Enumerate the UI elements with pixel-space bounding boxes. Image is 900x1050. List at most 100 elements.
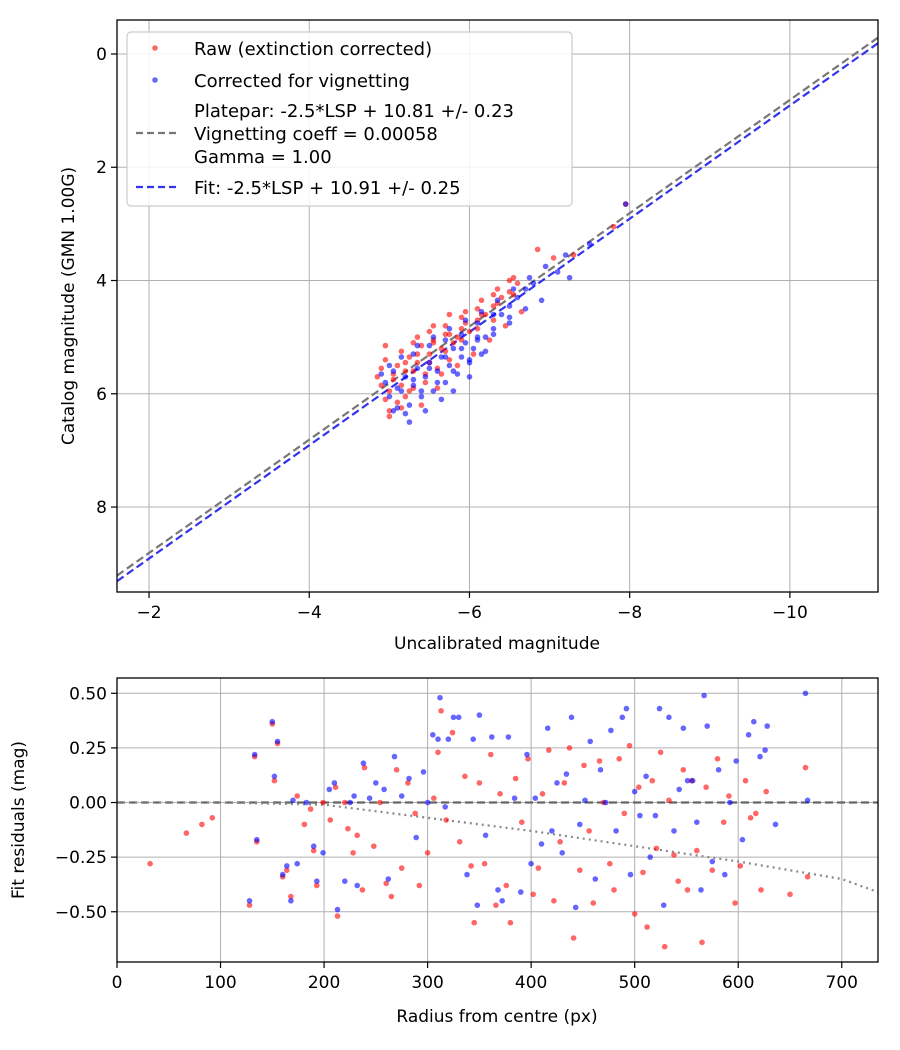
- top-point-raw: [442, 323, 449, 329]
- bottom-point-corrected: [613, 828, 619, 834]
- top-point-corrected: [490, 331, 497, 338]
- top-point-raw: [454, 362, 461, 369]
- top-point-corrected: [522, 306, 529, 312]
- bottom-point-corrected: [347, 799, 353, 806]
- top-point-corrected: [430, 334, 437, 340]
- bottom-point-corrected: [666, 714, 672, 721]
- bottom-point-corrected: [572, 904, 579, 911]
- bottom-point-raw: [307, 806, 314, 812]
- bottom-point-corrected: [704, 723, 710, 729]
- bottom-point-raw: [424, 850, 431, 856]
- top-point-raw: [398, 405, 405, 411]
- legend-platepar-label: Platepar: -2.5*LSP + 10.81 +/- 0.23: [194, 101, 514, 122]
- top-point-raw: [550, 255, 557, 261]
- top-point-corrected: [462, 340, 469, 346]
- bottom-point-raw: [468, 863, 474, 869]
- bottom-point-corrected: [582, 797, 588, 804]
- bottom-point-corrected: [745, 732, 752, 738]
- bottom-y-tick-label: −0.50: [55, 903, 107, 923]
- top-point-corrected: [482, 348, 489, 355]
- legend-corrected-label: Corrected for vignetting: [194, 71, 410, 92]
- top-point-corrected: [450, 345, 457, 352]
- top-point-raw: [430, 340, 437, 346]
- bottom-point-corrected: [722, 871, 728, 878]
- bottom-point-corrected: [499, 898, 506, 904]
- top-y-tick-label: 0: [96, 45, 107, 65]
- top-point-corrected: [422, 374, 429, 380]
- bottom-x-tick-label: 700: [826, 973, 858, 993]
- bottom-point-corrected: [284, 863, 290, 869]
- bottom-point-raw: [416, 882, 423, 889]
- bottom-point-raw: [199, 821, 205, 828]
- bottom-x-tick-label: 600: [722, 973, 754, 993]
- top-point-raw: [490, 317, 497, 324]
- top-point-corrected: [458, 354, 465, 360]
- bottom-point-raw: [345, 825, 351, 832]
- top-y-axis-label: Catalog magnitude (GMN 1.00G): [59, 167, 79, 445]
- bottom-point-raw: [354, 832, 361, 839]
- bottom-point-raw: [539, 791, 546, 797]
- bottom-point-raw: [566, 745, 573, 751]
- bottom-point-corrected: [310, 843, 317, 849]
- top-point-raw: [450, 340, 457, 346]
- bottom-point-corrected: [303, 799, 310, 806]
- bottom-point-corrected: [489, 734, 495, 740]
- bottom-point-corrected: [528, 860, 534, 867]
- bottom-point-corrected: [698, 887, 704, 893]
- bottom-point-raw: [209, 815, 216, 821]
- bottom-point-corrected: [326, 786, 333, 793]
- top-point-raw: [434, 385, 441, 391]
- bottom-point-raw: [314, 882, 320, 889]
- top-x-tick-label: −6: [457, 603, 482, 623]
- bottom-point-corrected: [694, 819, 700, 825]
- top-point-raw: [414, 334, 421, 340]
- top-point-corrected: [554, 269, 561, 275]
- bottom-point-corrected: [342, 878, 348, 884]
- top-point-raw: [426, 351, 433, 357]
- bottom-point-corrected: [290, 797, 296, 804]
- bottom-point-raw: [621, 810, 628, 817]
- bottom-point-raw: [525, 756, 531, 762]
- bottom-point-corrected: [288, 898, 294, 904]
- bottom-point-corrected: [246, 898, 253, 904]
- bottom-point-corrected: [568, 714, 575, 721]
- bottom-tick-marks: 0 100 200 300 400 500 600 700 −0.50 −0.25 0.00 0.25…: [55, 684, 858, 993]
- bottom-point-raw: [393, 767, 400, 773]
- bottom-point-raw: [332, 784, 339, 790]
- bottom-point-corrected: [592, 876, 599, 882]
- bottom-point-corrected: [435, 736, 441, 742]
- top-point-corrected: [398, 354, 405, 360]
- bottom-point-raw: [371, 843, 377, 849]
- bottom-point-raw: [666, 797, 672, 804]
- bottom-point-raw: [497, 791, 503, 797]
- top-point-raw: [410, 340, 417, 346]
- top-point-raw: [406, 388, 413, 394]
- top-point-raw: [414, 351, 421, 357]
- bottom-point-raw: [359, 887, 366, 893]
- top-scatter-points: [374, 201, 629, 425]
- bottom-x-axis-label: Radius from centre (px): [396, 1007, 597, 1027]
- top-point-raw: [610, 223, 617, 230]
- top-point-raw: [394, 362, 401, 369]
- legend-corrected-marker: [152, 77, 158, 83]
- top-point-corrected: [454, 371, 461, 377]
- bottom-point-raw: [383, 880, 390, 887]
- top-x-tick-label: −10: [772, 603, 808, 623]
- bottom-point-raw: [435, 749, 441, 756]
- top-point-corrected: [462, 317, 469, 324]
- top-point-corrected: [586, 240, 593, 247]
- bottom-point-raw: [377, 799, 383, 806]
- bottom-point-raw: [804, 874, 811, 880]
- bottom-point-corrected: [437, 694, 443, 701]
- bottom-point-corrected: [631, 788, 638, 795]
- top-point-raw: [490, 291, 497, 298]
- bottom-point-corrected: [511, 795, 518, 801]
- bottom-point-corrected: [413, 834, 420, 841]
- bottom-point-raw: [763, 788, 769, 795]
- bottom-y-tick-label: 0.25: [69, 739, 107, 759]
- legend-gamma-label: Gamma = 1.00: [194, 147, 332, 168]
- top-point-raw: [466, 328, 473, 335]
- bottom-point-raw: [590, 900, 597, 906]
- bottom-point-corrected: [563, 771, 570, 777]
- top-point-corrected: [414, 365, 421, 372]
